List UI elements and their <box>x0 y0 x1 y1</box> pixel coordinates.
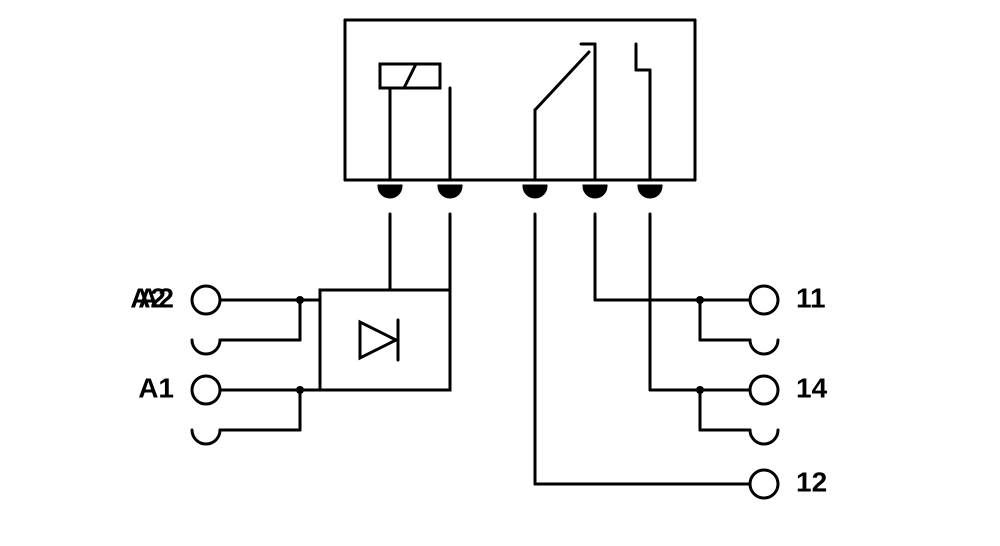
label-11: 11 <box>796 282 826 313</box>
terminal-11 <box>750 286 778 314</box>
terminal-14 <box>750 376 778 404</box>
label-12: 12 <box>796 466 827 497</box>
terminal-a1 <box>192 376 220 404</box>
terminal-a2 <box>192 286 220 314</box>
diode-box <box>320 290 450 390</box>
terminal-12 <box>750 470 778 498</box>
label-a2: A2 <box>138 282 174 313</box>
label-a1: A1 <box>138 372 174 403</box>
relay-schematic: A2A2A1111412 <box>0 0 1000 546</box>
label-14: 14 <box>796 372 828 403</box>
